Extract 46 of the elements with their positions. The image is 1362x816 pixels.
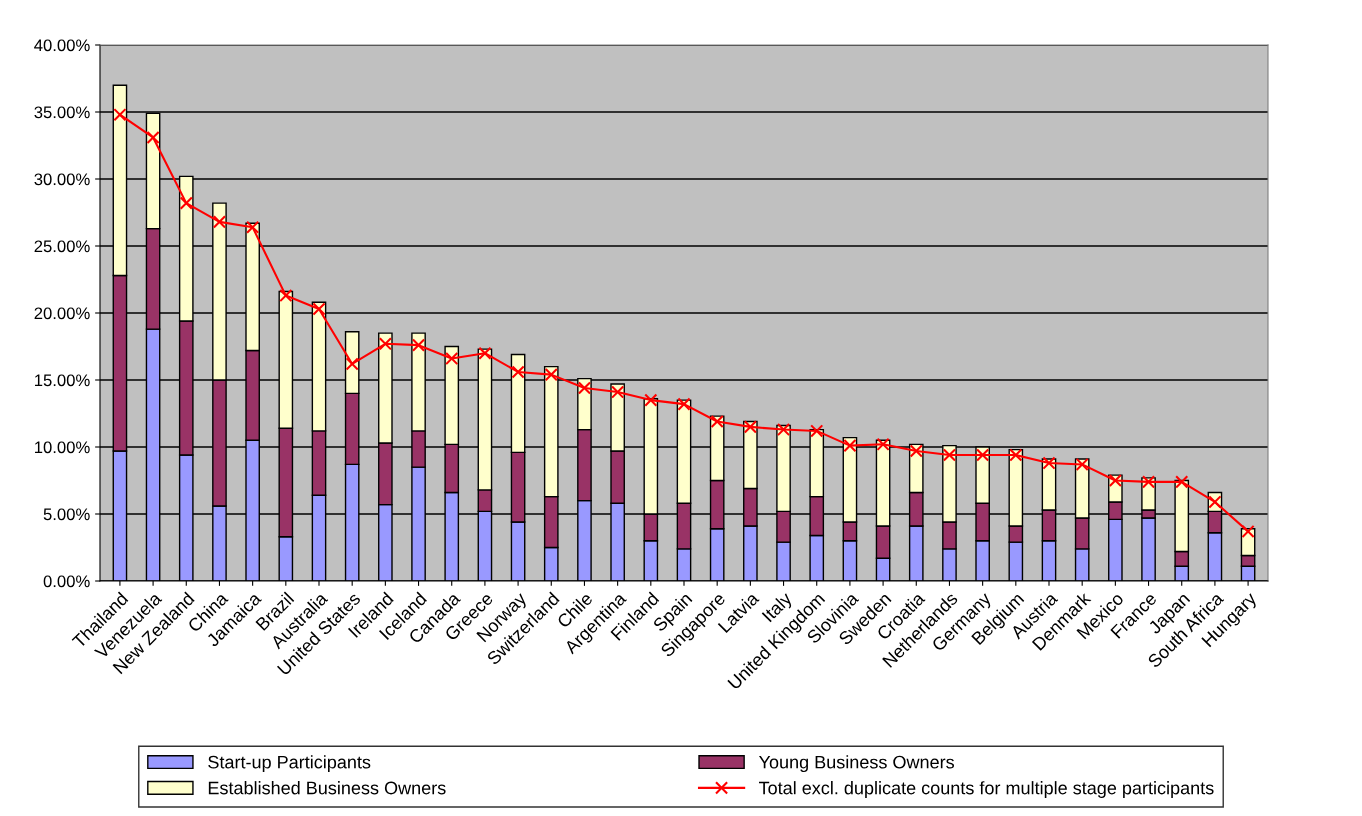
- point: [212, 215, 227, 229]
- point: [677, 397, 691, 411]
- point: [511, 365, 525, 379]
- point: [743, 420, 757, 434]
- y-tick-label: 20.00%: [34, 307, 90, 320]
- point: [577, 381, 592, 395]
- point: [1075, 457, 1089, 472]
- point: [909, 444, 923, 458]
- point: [345, 357, 359, 371]
- point: [776, 422, 791, 437]
- legend-label: Young Business Owners: [758, 755, 954, 773]
- point: [710, 414, 724, 429]
- point: [411, 338, 426, 352]
- y-tick-label: 25.00%: [34, 240, 90, 253]
- y-tick-label: 30.00%: [34, 173, 90, 186]
- point: [1009, 448, 1023, 462]
- y-tick-label: 40.00%: [34, 39, 90, 52]
- point: [843, 439, 857, 453]
- legend-label: Established Business Owners: [208, 781, 446, 795]
- point: [810, 424, 824, 438]
- y-tick-label: 15.00%: [35, 374, 90, 387]
- point: [1108, 473, 1122, 488]
- point: [445, 351, 459, 366]
- y-tick-label: 5.00%: [43, 508, 90, 521]
- point: [1141, 475, 1156, 489]
- point: [644, 393, 658, 407]
- point: [312, 302, 326, 316]
- y-tick-label: 35.00%: [34, 106, 90, 119]
- point: [942, 448, 957, 462]
- point: [1175, 475, 1189, 489]
- legend-label: Total excl. duplicate counts for multiple stage participants: [759, 781, 1214, 798]
- point: [279, 288, 293, 303]
- point: [378, 337, 392, 351]
- point: [611, 385, 625, 399]
- y-tick-label: 0.00%: [43, 575, 90, 588]
- y-tick-label: 10.00%: [35, 441, 90, 454]
- point: [544, 368, 558, 382]
- point: [179, 196, 193, 210]
- legend-label: Start-up Participants: [208, 755, 371, 773]
- point: [876, 437, 890, 451]
- point: [146, 130, 160, 145]
- point: [1241, 524, 1255, 539]
- point: [246, 220, 260, 234]
- point: [478, 346, 492, 360]
- point: [113, 108, 127, 122]
- point: [1042, 456, 1056, 470]
